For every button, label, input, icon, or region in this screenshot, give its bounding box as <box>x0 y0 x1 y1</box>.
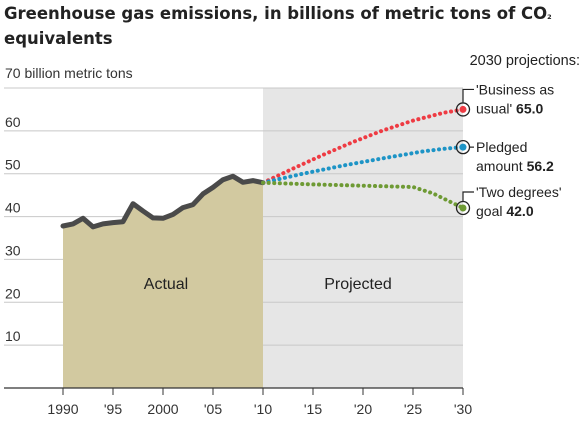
endpoint-dot-business-as-usual <box>459 105 467 113</box>
endpoint-ring-two-degrees-goal <box>455 200 471 216</box>
annotation-label-line2-pledged-amount: amount 56.2 <box>476 158 554 174</box>
annotation-label-business-as-usual: 'Business as <box>476 81 554 97</box>
y-tick-label: 50 <box>5 157 21 173</box>
projected-region-bg <box>263 88 463 388</box>
y-tick-label: 40 <box>5 200 21 216</box>
y-axis-label: 70 billion metric tons <box>5 65 133 81</box>
region-label-actual: Actual <box>144 276 188 293</box>
chart-title-subscript: 2 <box>547 13 552 21</box>
chart-background <box>263 88 463 388</box>
x-tick-label: '95 <box>104 401 122 417</box>
endpoint-dot-pledged-amount <box>459 143 467 151</box>
y-tick-label: 30 <box>5 242 21 258</box>
chart-title-line-2: equivalents <box>4 29 113 48</box>
axis-ticks: 10 20 30 40 50 60 1990 '95 2000 '05 '10 '15 '20 '25 '3… <box>4 114 472 417</box>
x-tick-label: 2000 <box>147 401 178 417</box>
annotation-label-pledged-amount: Pledged <box>476 139 527 155</box>
leader-line-business-as-usual <box>462 88 474 103</box>
leader-line-two-degrees-goal <box>462 191 474 201</box>
series-line-pledged-amount <box>261 145 465 185</box>
x-tick-label: 1990 <box>47 401 78 417</box>
x-tick-label: '05 <box>204 401 222 417</box>
annotation-label-line2-business-as-usual: usual' 65.0 <box>476 100 543 116</box>
annotation-value-pledged-amount: 56.2 <box>527 158 554 174</box>
annotation-label-two-degrees-goal: 'Two degrees' <box>476 184 562 200</box>
projections-title: 2030 projections: <box>470 53 580 69</box>
annotation-value-two-degrees-goal: 42.0 <box>506 203 533 219</box>
region-label-projected: Projected <box>324 276 392 293</box>
projection-series <box>261 107 465 210</box>
endpoint-ring-pledged-amount <box>455 139 471 155</box>
chart-title-main: Greenhouse gas emissions, in billions of… <box>4 4 547 23</box>
chart-title-line-1: Greenhouse gas emissions, in billions of… <box>4 4 552 23</box>
x-tick-label: '25 <box>404 401 422 417</box>
endpoint-ring-business-as-usual <box>455 102 471 117</box>
series-line-business-as-usual <box>261 107 465 185</box>
y-tick-label: 20 <box>5 285 21 301</box>
x-tick-label: '10 <box>254 401 272 417</box>
actual-area <box>60 173 266 388</box>
endpoint-dot-two-degrees-goal <box>459 204 467 212</box>
series-line-two-degrees-goal <box>261 180 465 210</box>
annotation-value-business-as-usual: 65.0 <box>516 100 543 116</box>
x-tick-label: '15 <box>304 401 322 417</box>
projection-annotations: 'Business as usual' 65.0 Pledged amount 56.… <box>455 81 562 219</box>
annotation-label-line2-two-degrees-goal: goal 42.0 <box>476 203 534 219</box>
actual-line <box>60 173 266 230</box>
y-tick-label: 60 <box>5 114 21 130</box>
x-tick-label: '30 <box>454 401 472 417</box>
y-tick-label: 10 <box>5 328 21 344</box>
x-tick-label: '20 <box>354 401 372 417</box>
actual-area-fill <box>63 176 263 388</box>
